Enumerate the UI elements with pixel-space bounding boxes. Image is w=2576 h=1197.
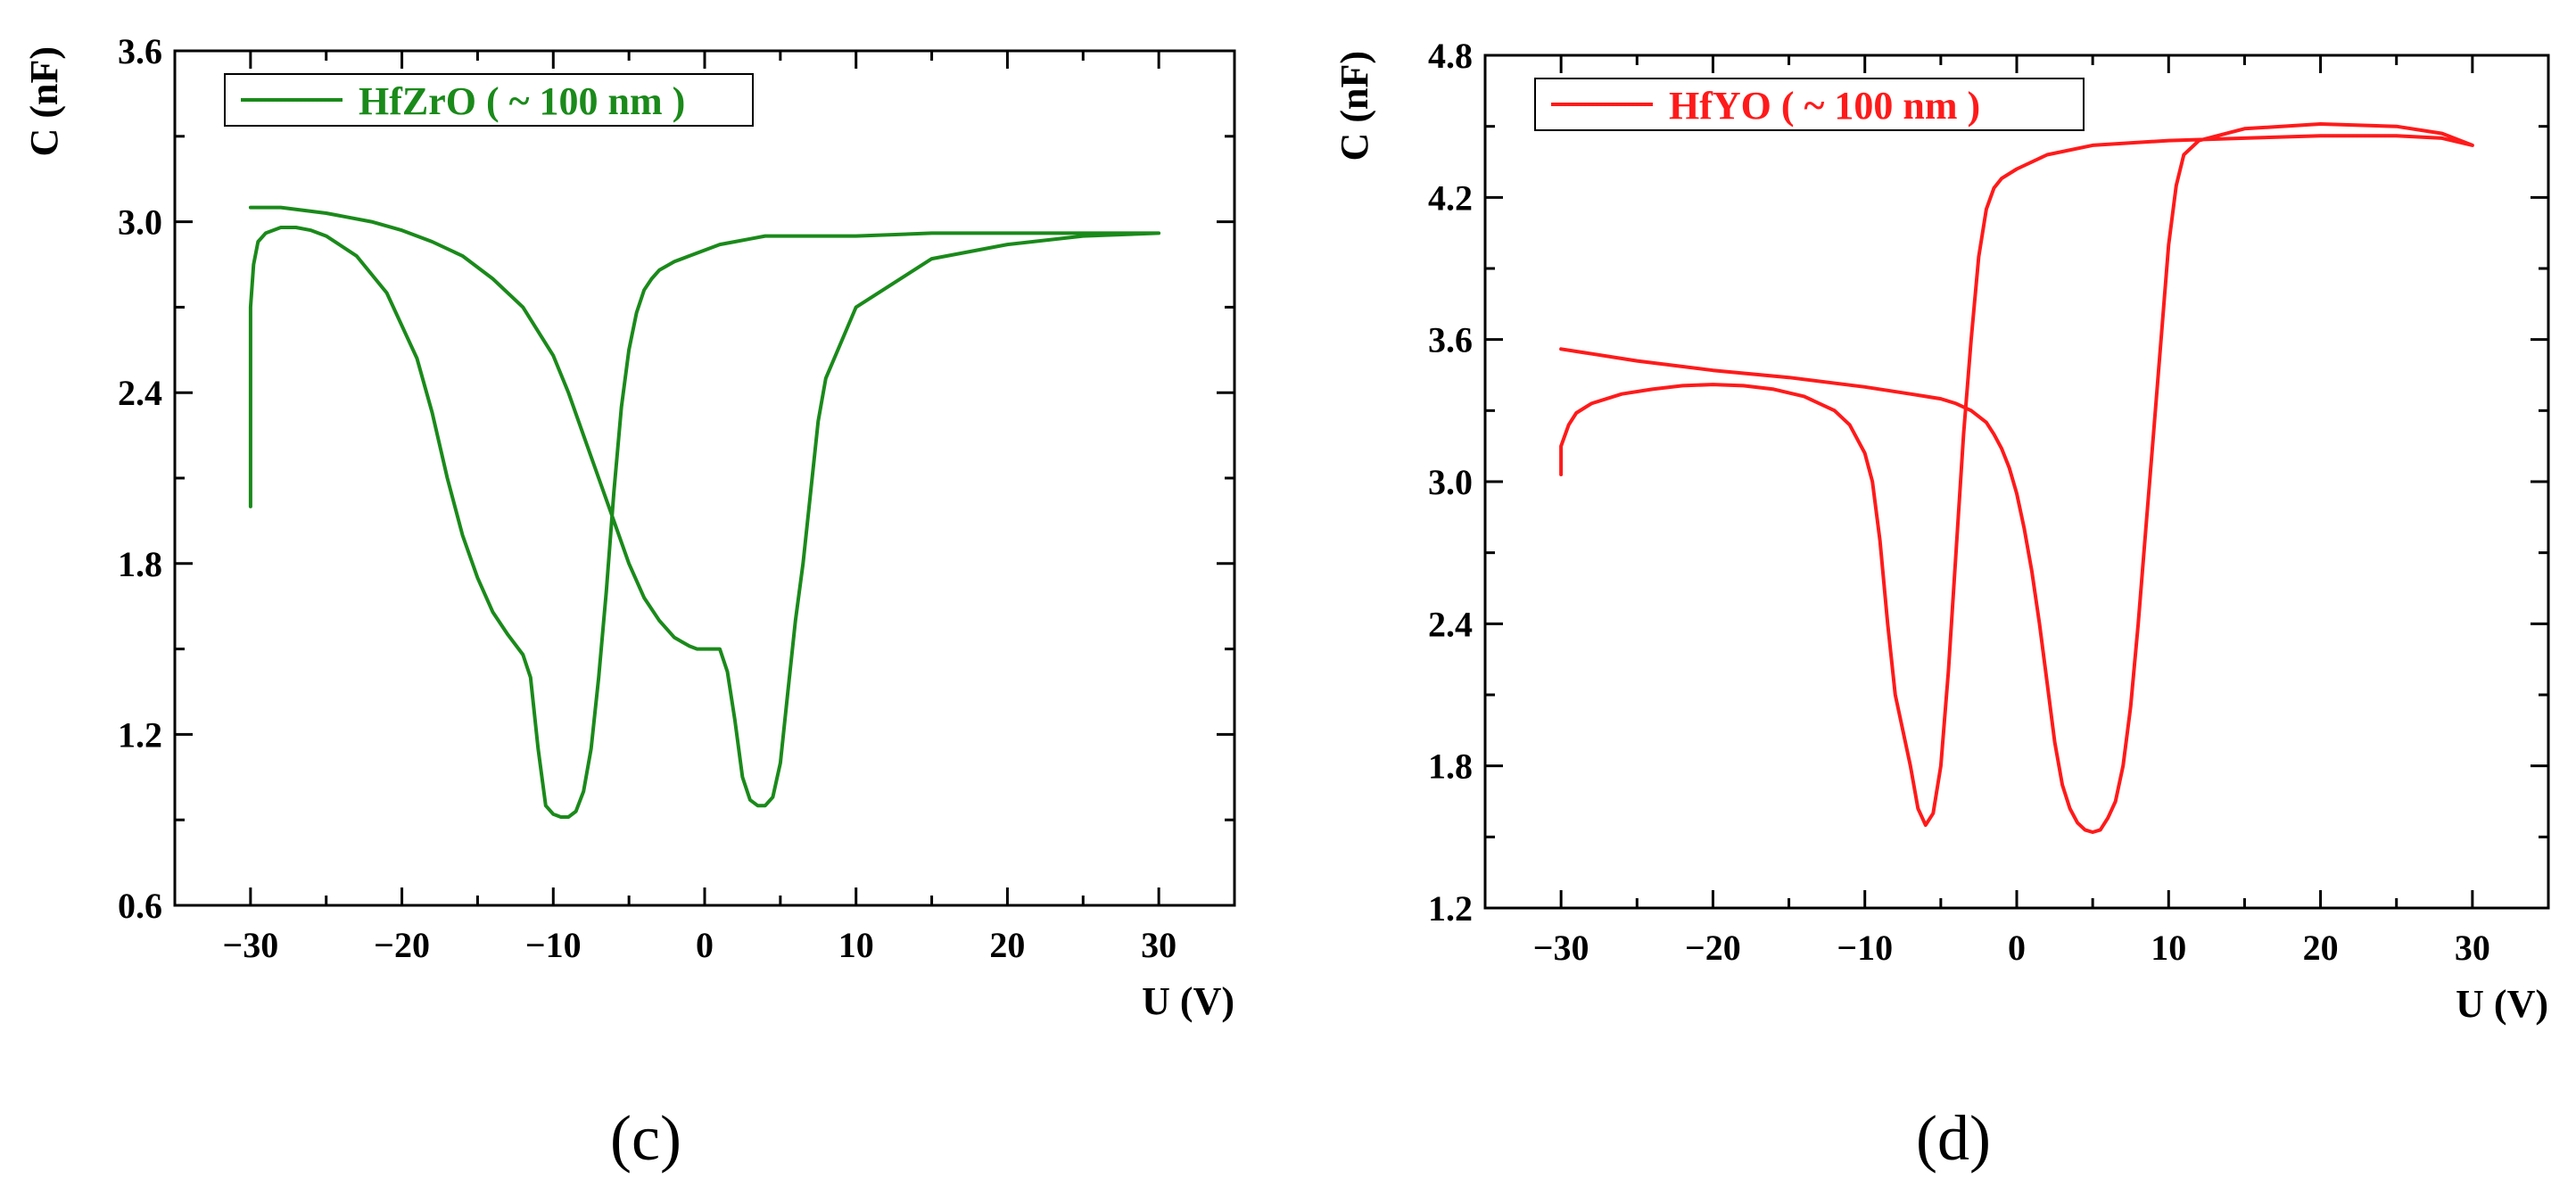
x-tick-label: 20: [989, 925, 1025, 965]
x-axis-title: U (V): [1142, 979, 1234, 1023]
y-tick-label: 1.8: [118, 544, 162, 584]
x-tick-label: −10: [525, 925, 582, 965]
chart-c: −30 −20 −10 0 10 20 30 0.6 1.2 1.8 2.4 3.0 3.6 U (V) C…: [22, 31, 1236, 1174]
x-tick-label: 10: [2151, 928, 2186, 968]
plot-frame: [173, 49, 1236, 907]
y-tick-label: 2.4: [1428, 604, 1473, 644]
x-axis-title: U (V): [2456, 982, 2548, 1026]
y-tick-label: 4.8: [1428, 36, 1473, 76]
panel-label: (c): [610, 1102, 681, 1174]
y-axis-title: C (nF): [1333, 51, 1376, 161]
x-tick-label: 30: [2455, 928, 2490, 968]
chart-d: −30 −20 −10 0 10 20 30 1.2 1.8 2.4 3.0 3.6 4.2 4.8 U (…: [1333, 36, 2550, 1174]
panel-label: (d): [1916, 1102, 1991, 1174]
series-line-0: [1559, 122, 2474, 834]
x-tick-label: −30: [1533, 928, 1589, 968]
y-axis-title: C (nF): [22, 46, 66, 156]
x-tick-label: 20: [2303, 928, 2339, 968]
y-tick-label: 1.2: [118, 714, 162, 755]
y-tick-label: 3.6: [1428, 320, 1473, 360]
y-tick-label: 1.2: [1428, 888, 1473, 929]
legend-label: HfZrO ( ~ 100 nm ): [359, 79, 685, 123]
x-tick-label: −20: [374, 925, 430, 965]
x-tick-label: 30: [1141, 925, 1177, 965]
legend-label: HfYO ( ~ 100 nm ): [1669, 84, 1980, 128]
x-tick-label: 0: [2008, 928, 2026, 968]
y-tick-label: 3.6: [118, 31, 162, 71]
x-tick-label: −20: [1685, 928, 1741, 968]
y-tick-label: 2.4: [118, 373, 162, 413]
plot-frame: [1483, 54, 2550, 910]
x-tick-label: 10: [838, 925, 874, 965]
y-tick-label: 0.6: [118, 886, 162, 926]
y-tick-label: 1.8: [1428, 747, 1473, 787]
y-tick-label: 3.0: [1428, 462, 1473, 502]
y-tick-label: 3.0: [118, 202, 162, 243]
x-tick-label: −30: [222, 925, 278, 965]
series-line-0: [248, 205, 1161, 819]
x-tick-label: 0: [696, 925, 714, 965]
y-tick-label: 4.2: [1428, 177, 1473, 218]
x-tick-label: −10: [1837, 928, 1893, 968]
